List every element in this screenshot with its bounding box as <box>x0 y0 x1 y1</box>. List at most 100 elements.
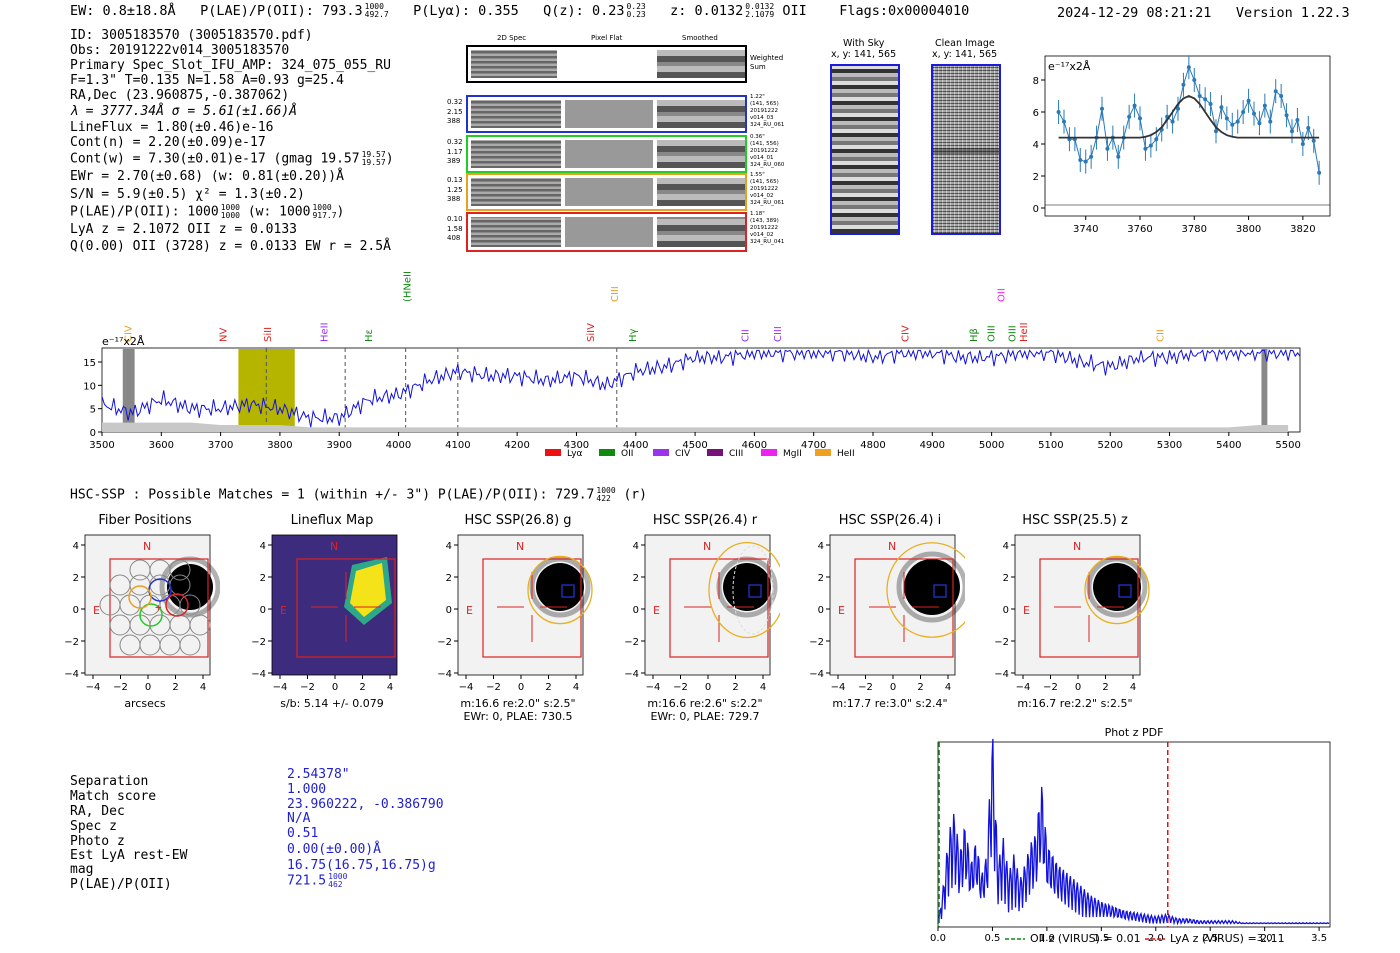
photz-xticks: 0.0 0.5 1.0 1.5 2.0 2.5 3.0 3.5 <box>930 927 1327 944</box>
fiber-green <box>139 603 163 627</box>
y-tick-label: −4 <box>624 669 639 680</box>
y-tick-label: 0 <box>73 605 79 616</box>
x-tick-label: 0 <box>1075 682 1081 693</box>
full-xtick-label: 5000 <box>979 440 1004 451</box>
full-xtick-label: 4100 <box>445 440 470 451</box>
x-tick-label: 0 <box>890 682 896 693</box>
header-z-line: OII <box>782 3 807 19</box>
center-marker: + <box>155 601 162 614</box>
emission-line-label: (HNeIII <box>402 270 413 302</box>
full-ytick-label: 15 <box>83 358 96 369</box>
spec2d-row <box>466 212 747 252</box>
x-tick-label: 2 <box>917 682 923 693</box>
match-label: P(LAE)/P(OII) <box>70 877 172 892</box>
match-label: Photo z <box>70 834 125 849</box>
x-tick-label: −2 <box>858 682 873 693</box>
spec2d-row-right-label: 1.22" (141, 565) 20191222 v014_03 324_RU… <box>750 94 785 128</box>
full-ytick-label: 0 <box>90 428 96 439</box>
spec2d-row-right-label: 1.18" (143, 389) 20191222 v014_02 324_RU… <box>750 211 785 245</box>
east-label: E <box>280 604 287 617</box>
fov-box <box>854 558 954 658</box>
emission-line-label: Hγ <box>628 328 639 342</box>
y-tick-label: 4 <box>73 541 79 552</box>
spec2d-row-left-label: 0.32 2.15 388 <box>447 98 463 125</box>
full-xticks: 3500 3600 3700 3800 3900 4000 4100 4200 4300 4400… <box>89 432 1301 451</box>
legend-label: MgII <box>783 449 802 459</box>
y-tick-label: −2 <box>624 637 639 648</box>
info-plae: P(LAE)/P(OII): 1000 1000 1000 (w: 1000 1000… <box>70 203 345 220</box>
zoom-ytick-label: 6 <box>1033 108 1039 119</box>
panel-background <box>829 534 956 676</box>
spec2d-row-left-label: 0.13 1.25 388 <box>447 176 463 203</box>
zoom-xtick-label: 3740 <box>1073 224 1098 235</box>
x-tick-label: −4 <box>273 682 288 693</box>
cutout-clean-xy: x, y: 141, 565 <box>932 49 998 60</box>
emission-line-label: HeII <box>1019 322 1030 342</box>
info-contw: Cont(w) = 7.30(±0.01)e-17 (gmag 19.57 19.… <box>70 150 394 167</box>
cutout-with-sky <box>830 64 900 235</box>
x-tick-label: −2 <box>1043 682 1058 693</box>
emission-line-label: CII <box>1156 329 1167 342</box>
north-label: N <box>516 540 524 553</box>
y-tick-label: 4 <box>633 541 639 552</box>
y-tick-label: 2 <box>818 573 824 584</box>
photz-legend-oii: OII z (VIRUS) = 0.01 <box>1030 932 1141 945</box>
cutout-sky-xy: x, y: 141, 565 <box>831 49 897 60</box>
spec2d-header-smooth: Smoothed <box>682 34 718 42</box>
x-tick-label: −2 <box>673 682 688 693</box>
full-ylabel: e⁻¹⁷x2Å <box>102 335 145 348</box>
zoom-xtick-label: 3760 <box>1127 224 1152 235</box>
match-square <box>933 584 947 598</box>
full-xtick-label: 3500 <box>89 440 114 451</box>
legend-swatch <box>599 449 615 456</box>
zoom-xtick-label: 3820 <box>1290 224 1315 235</box>
spec2d-header-2d: 2D Spec <box>497 34 527 42</box>
header-qz: Q(z): 0.23 <box>543 3 625 19</box>
line-legend: Lyα OII CIV CIII MgII HeII <box>545 449 855 459</box>
fov-box <box>669 558 769 658</box>
photz-xtick-label: 3.5 <box>1311 933 1327 944</box>
zoom-ylabel: e⁻¹⁷x2Å <box>1048 60 1091 73</box>
full-ytick-label: 5 <box>90 405 96 416</box>
east-label: E <box>1023 604 1030 617</box>
north-label: N <box>330 540 338 553</box>
match-label: mag <box>70 862 94 877</box>
match-value: 0.51 <box>287 826 319 841</box>
match-value: 2.54378" <box>287 767 350 782</box>
y-tick-label: 4 <box>446 541 452 552</box>
full-ytick-label: 10 <box>83 381 96 392</box>
hsc-panel-caption: arcsecs <box>124 697 166 710</box>
north-label: N <box>703 540 711 553</box>
emission-line-label: OIII <box>1007 325 1018 342</box>
hsc-panel-caption2: EWr: 0, PLAE: 730.5 <box>463 710 573 723</box>
full-xtick-label: 5100 <box>1038 440 1063 451</box>
source-blob <box>536 563 584 611</box>
y-tick-label: −4 <box>437 669 452 680</box>
aperture-ellipse <box>1084 555 1150 625</box>
secondary-ellipse <box>732 545 774 635</box>
north-label: N <box>888 540 896 553</box>
spec2d-row <box>466 135 747 173</box>
zoom-data-points <box>1056 55 1322 185</box>
x-tick-label: 4 <box>200 682 206 693</box>
legend-label: CIV <box>675 449 691 459</box>
info-primary: Primary Spec_Slot_IFU_AMP: 324_075_055_R… <box>70 58 391 73</box>
emission-line-label: OII <box>997 288 1008 302</box>
x-tick-label: 4 <box>760 682 766 693</box>
spec2d-header-flat: Pixel Flat <box>591 34 623 42</box>
photz-xtick-label: 3.0 <box>1257 933 1273 944</box>
zoom-xtick-label: 3780 <box>1182 224 1207 235</box>
x-tick-label: 4 <box>1130 682 1136 693</box>
photz-xtick-label: 0.0 <box>930 933 946 944</box>
noise-fill <box>102 422 1289 432</box>
east-label: E <box>466 604 473 617</box>
y-tick-label: −2 <box>994 637 1009 648</box>
full-xtick-label: 4300 <box>564 440 589 451</box>
fiber-circle <box>179 594 201 616</box>
full-xtick-label: 4400 <box>623 440 648 451</box>
zoom-ytick-label: 0 <box>1033 204 1039 215</box>
source-halo <box>896 551 965 623</box>
spec2d-row-left-label: 0.10 1.58 408 <box>447 215 463 242</box>
legend-swatch <box>545 449 561 456</box>
spec2d-row-right-label: 0.36" (141, 556) 20191222 v014_01 324_RU… <box>750 134 785 168</box>
